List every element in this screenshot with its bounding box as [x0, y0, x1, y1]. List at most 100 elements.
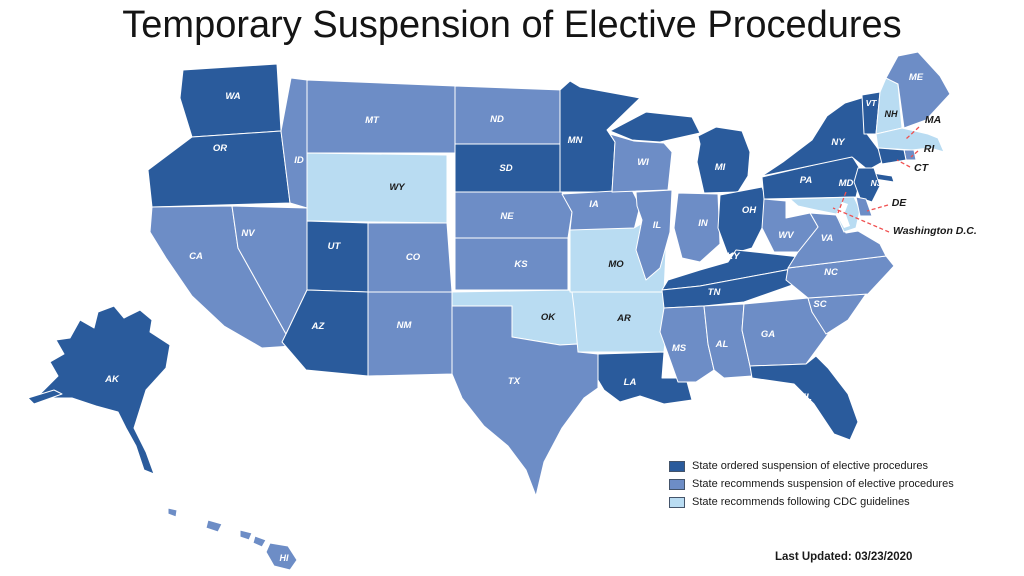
state-label-PA: PA	[800, 175, 813, 186]
state-label-UT: UT	[328, 241, 342, 252]
state-UT	[306, 220, 369, 293]
state-label-NC: NC	[824, 267, 838, 278]
state-label-OK: OK	[541, 312, 556, 323]
state-label-AR: AR	[616, 313, 631, 324]
callout-label-MA: MA	[925, 114, 941, 126]
state-label-KS: KS	[514, 259, 528, 270]
state-MI	[696, 126, 751, 194]
legend-label-recommends: State recommends suspension of elective …	[692, 478, 954, 490]
page-title: Temporary Suspension of Elective Procedu…	[122, 4, 902, 46]
legend-item-cdc: State recommends following CDC guideline…	[669, 493, 954, 511]
state-label-WY: WY	[389, 182, 406, 193]
state-label-WI: WI	[637, 157, 649, 168]
state-label-ND: ND	[490, 114, 504, 125]
chesapeake-bay	[836, 202, 850, 228]
state-label-TX: TX	[508, 376, 521, 387]
state-IN	[673, 192, 721, 263]
state-OH	[717, 186, 767, 256]
state-label-MS: MS	[672, 343, 687, 354]
state-MN	[559, 80, 641, 193]
legend-swatch-recommends	[669, 478, 685, 490]
state-label-VA: VA	[821, 233, 834, 244]
state-NH	[875, 77, 903, 135]
callout-line-DC	[832, 207, 890, 233]
state-MI	[609, 111, 701, 143]
last-updated-text: Last Updated: 03/23/2020	[775, 551, 913, 563]
state-label-SC: SC	[813, 299, 826, 310]
callout-label-DC: Washington D.C.	[893, 225, 977, 237]
state-label-GA: GA	[761, 329, 775, 340]
state-LA	[597, 351, 693, 405]
state-ND	[454, 85, 563, 145]
state-label-OH: OH	[742, 205, 757, 216]
state-TX	[451, 305, 599, 497]
state-label-ID: ID	[294, 155, 304, 166]
state-label-ME: ME	[909, 72, 924, 83]
state-WY	[306, 152, 448, 224]
state-label-AK: AK	[104, 374, 120, 385]
legend-label-cdc: State recommends following CDC guideline…	[692, 496, 910, 508]
state-label-MI: MI	[715, 162, 726, 173]
state-NE	[454, 191, 573, 239]
legend-swatch-cdc	[669, 496, 685, 508]
state-label-KY: KY	[726, 251, 741, 262]
state-CT	[877, 147, 907, 165]
callout-label-MD: MD	[839, 178, 854, 189]
state-AK	[33, 305, 171, 475]
legend-item-ordered: State ordered suspension of elective pro…	[669, 457, 954, 475]
state-label-NY: NY	[831, 137, 846, 148]
legend-item-recommends: State recommends suspension of elective …	[669, 475, 954, 493]
legend-swatch-ordered	[669, 460, 685, 472]
state-label-MT: MT	[365, 115, 380, 126]
state-label-CA: CA	[189, 251, 203, 262]
state-label-MO: MO	[608, 259, 624, 270]
callout-label-DE: DE	[892, 197, 908, 209]
callout-label-RI: RI	[924, 143, 936, 155]
state-IA	[561, 189, 641, 231]
state-label-IN: IN	[698, 218, 709, 229]
legend: State ordered suspension of elective pro…	[669, 457, 954, 511]
state-label-FL: FL	[800, 392, 812, 403]
state-HI	[265, 542, 298, 571]
state-label-IL: IL	[653, 220, 662, 231]
state-NJ	[853, 167, 881, 203]
state-KS	[454, 237, 569, 291]
state-label-NH: NH	[885, 109, 898, 119]
state-FL	[749, 355, 859, 441]
state-label-NM: NM	[397, 320, 413, 331]
callout-line-RI	[910, 150, 919, 158]
state-WI	[609, 133, 673, 193]
state-label-SD: SD	[499, 163, 512, 174]
callout-line-CT	[896, 159, 911, 168]
state-label-IA: IA	[589, 199, 599, 210]
callout-line-MD	[837, 191, 847, 214]
state-HI	[239, 529, 253, 541]
state-IL	[635, 189, 673, 281]
callout-label-CT: CT	[914, 162, 930, 174]
state-label-NJ: NJ	[871, 178, 882, 188]
state-label-AZ: AZ	[311, 321, 326, 332]
state-HI	[205, 519, 223, 533]
state-label-CO: CO	[406, 252, 421, 263]
state-HI	[167, 507, 178, 518]
state-label-NE: NE	[500, 211, 514, 222]
state-AK	[27, 389, 63, 405]
state-label-WV: WV	[778, 230, 794, 241]
state-NM	[367, 291, 453, 377]
legend-label-ordered: State ordered suspension of elective pro…	[692, 460, 929, 472]
state-label-MN: MN	[568, 135, 584, 146]
state-label-VT: VT	[866, 98, 878, 108]
state-label-NV: NV	[241, 228, 255, 239]
state-MT	[306, 79, 456, 154]
state-label-TN: TN	[708, 287, 722, 298]
callout-line-MA	[905, 126, 920, 140]
state-label-HI: HI	[280, 553, 289, 563]
state-HI	[252, 535, 267, 548]
state-WV	[761, 198, 819, 253]
callout-line-DE	[866, 204, 889, 212]
state-OR	[147, 130, 291, 208]
state-label-AL: AL	[715, 339, 729, 350]
state-label-LA: LA	[624, 377, 637, 388]
state-label-WA: WA	[225, 91, 240, 102]
